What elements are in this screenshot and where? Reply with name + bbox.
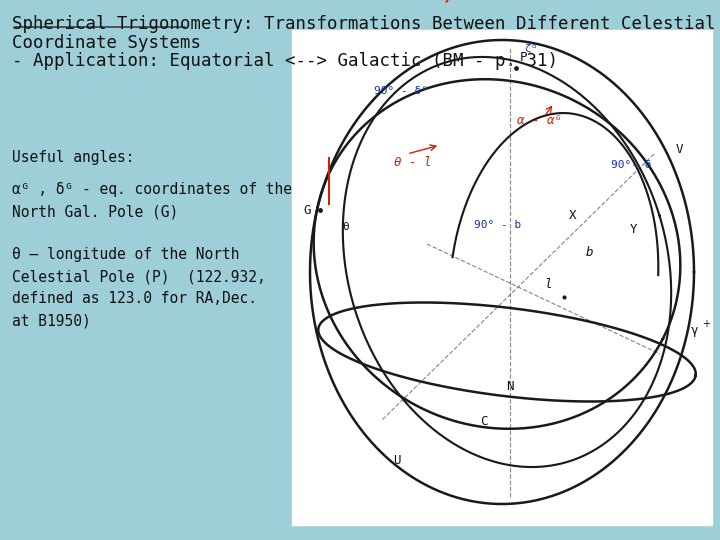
Text: θ - l: θ - l (394, 156, 431, 169)
Text: Spherical Trigonometry: Transformations Between Different Celestial: Spherical Trigonometry: Transformations … (12, 15, 716, 33)
Text: P: P (520, 51, 528, 64)
Text: +: + (702, 319, 710, 329)
Text: 90° - δᴳ: 90° - δᴳ (374, 86, 428, 96)
Text: Y: Y (630, 223, 637, 236)
Text: 90°- δ: 90°- δ (611, 160, 652, 170)
Text: 90° - b: 90° - b (474, 220, 521, 230)
Text: ζᴳ: ζᴳ (524, 44, 538, 54)
Text: N: N (506, 380, 514, 393)
Text: Useful angles:: Useful angles: (12, 150, 135, 165)
Text: αᴳ , δᴳ - eq. coordinates of the
North Gal. Pole (G): αᴳ , δᴳ - eq. coordinates of the North G… (12, 182, 292, 219)
Text: - Application: Equatorial <--> Galactic (BM - p. 31): - Application: Equatorial <--> Galactic … (12, 52, 558, 70)
Text: γ: γ (691, 324, 698, 337)
Text: θ – longitude of the North
Celestial Pole (P)  (122.932,
defined as 123.0 for RA: θ – longitude of the North Celestial Pol… (12, 247, 266, 329)
Text: U: U (393, 454, 400, 467)
Text: V: V (676, 143, 683, 156)
Text: α - αᴳ: α - αᴳ (517, 114, 562, 127)
Text: θ: θ (342, 222, 348, 232)
FancyBboxPatch shape (292, 30, 712, 525)
Text: X: X (569, 209, 577, 222)
Text: Coordinate Systems: Coordinate Systems (12, 34, 201, 52)
Text: b: b (586, 246, 593, 259)
Text: l: l (544, 278, 552, 291)
Text: C: C (480, 415, 487, 428)
Text: G: G (303, 204, 310, 217)
